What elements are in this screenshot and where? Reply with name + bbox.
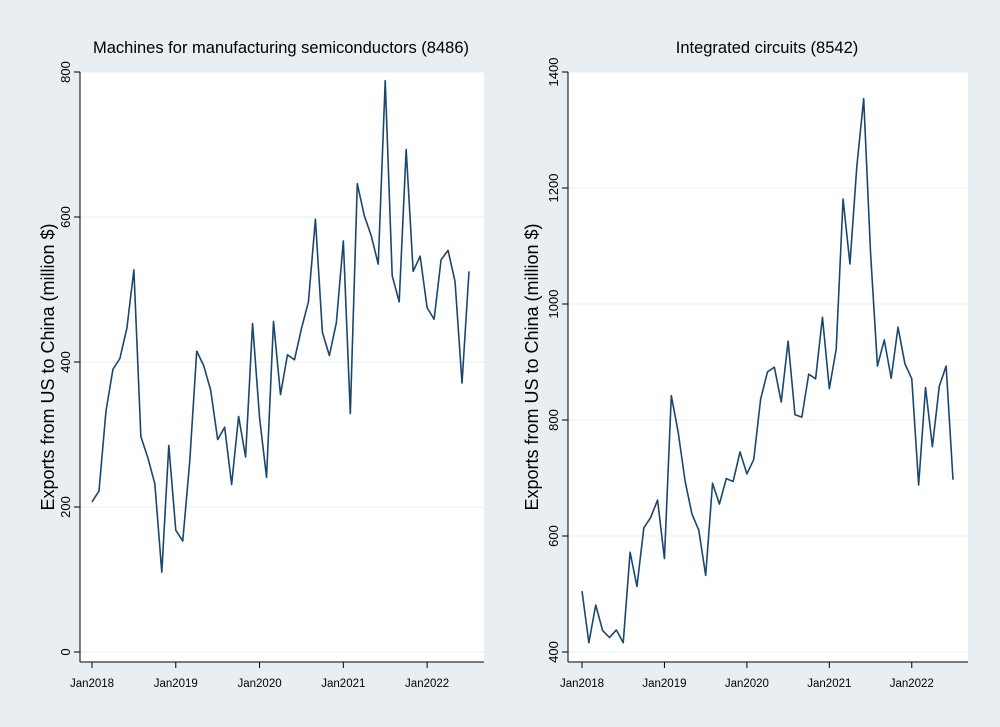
x-tick-label: Jan2019 bbox=[154, 678, 198, 690]
y-tick-label: 400 bbox=[58, 351, 73, 373]
x-tick-label: Jan2021 bbox=[807, 678, 851, 690]
x-tick-label: Jan2018 bbox=[70, 678, 114, 690]
chart-title: Machines for manufacturing semiconductor… bbox=[93, 39, 469, 57]
left-chart-panel: 0 200 400 600 800 Jan2018 Jan2019 Jan2020 Jan20… bbox=[38, 39, 484, 690]
y-tick-label: 1400 bbox=[546, 58, 561, 87]
chart-title: Integrated circuits (8542) bbox=[676, 39, 859, 57]
right-chart-panel: 400 600 800 1000 1200 1400 Jan2018 Jan2019 Jan2… bbox=[522, 39, 968, 690]
y-tick-label: 0 bbox=[58, 648, 73, 655]
x-tick-label: Jan2018 bbox=[560, 678, 604, 690]
y-axis-label: Exports from US to China (million $) bbox=[522, 223, 542, 510]
series-line bbox=[581, 97, 954, 644]
y-tick-label: 800 bbox=[546, 409, 561, 431]
y-axis-label: Exports from US to China (million $) bbox=[38, 223, 58, 510]
y-tick-label: 800 bbox=[58, 61, 73, 83]
y-tick-label: 400 bbox=[546, 641, 561, 663]
y-tick-label: 1000 bbox=[546, 290, 561, 319]
plot-region bbox=[568, 72, 968, 662]
x-tick-label: Jan2020 bbox=[237, 678, 281, 690]
x-tick-label: Jan2022 bbox=[890, 678, 934, 690]
x-tick-label: Jan2022 bbox=[405, 678, 449, 690]
x-tick-label: Jan2021 bbox=[321, 678, 365, 690]
y-tick-label: 1200 bbox=[546, 174, 561, 203]
y-tick-label: 600 bbox=[58, 206, 73, 228]
series-line bbox=[91, 79, 470, 574]
x-tick-label: Jan2020 bbox=[725, 678, 769, 690]
y-tick-label: 200 bbox=[58, 496, 73, 518]
y-tick-label: 600 bbox=[546, 525, 561, 547]
plot-region bbox=[80, 72, 484, 662]
x-tick-label: Jan2019 bbox=[642, 678, 686, 690]
